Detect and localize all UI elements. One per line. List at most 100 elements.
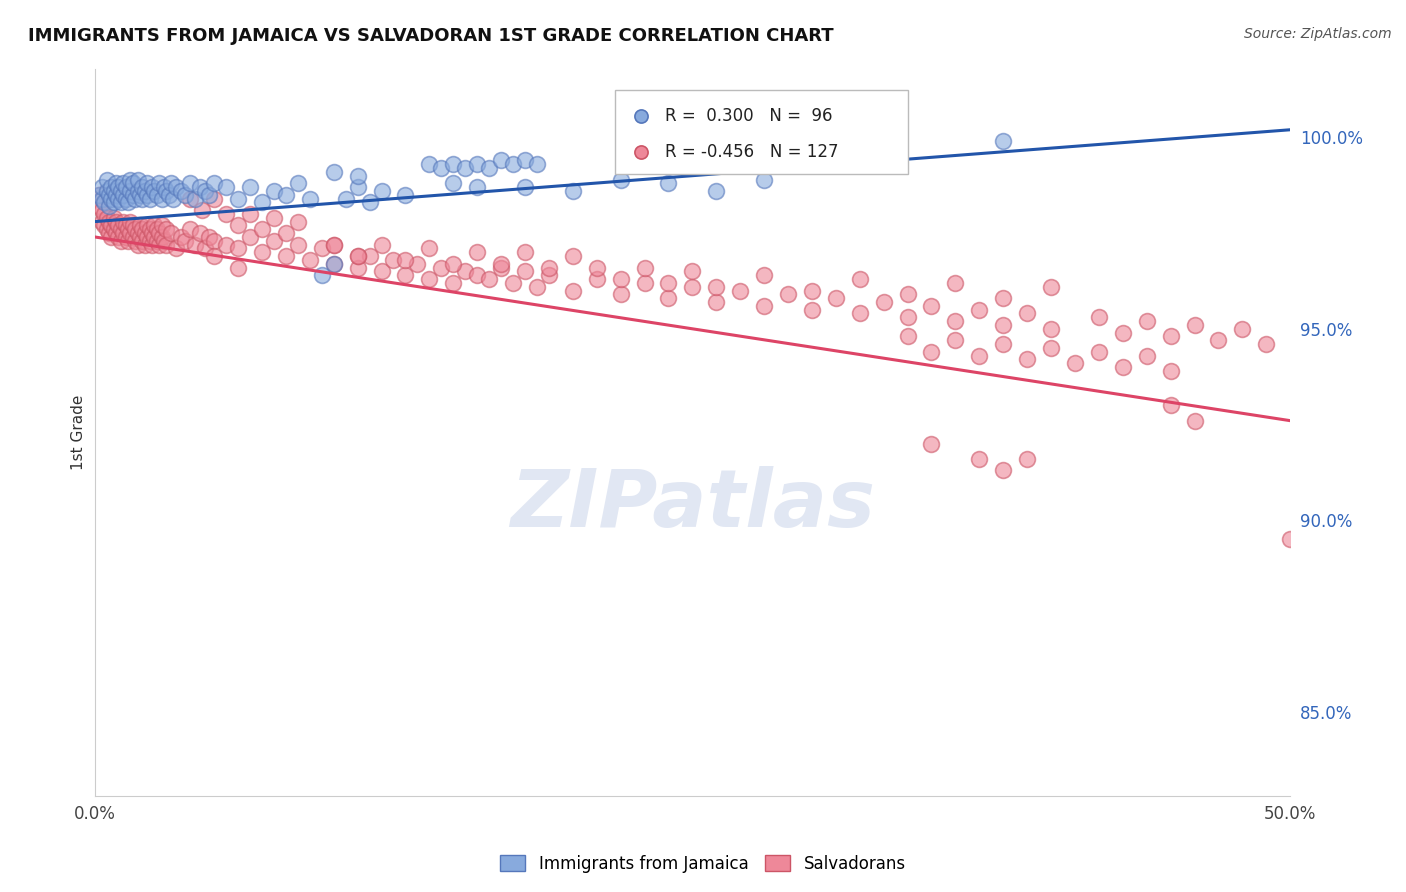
Point xyxy=(124,234,146,248)
Point xyxy=(191,203,214,218)
Point xyxy=(609,287,631,301)
Point xyxy=(89,187,111,202)
Point xyxy=(121,187,143,202)
Point xyxy=(153,234,176,248)
Point xyxy=(945,314,967,328)
Point xyxy=(465,268,488,283)
Point xyxy=(100,219,122,233)
Point xyxy=(120,214,142,228)
Point xyxy=(134,237,156,252)
Point xyxy=(322,257,344,271)
Point xyxy=(896,310,918,325)
Point xyxy=(148,226,170,240)
Point xyxy=(896,329,918,343)
Point xyxy=(120,172,142,186)
Point xyxy=(103,184,125,198)
Text: R = -0.456   N = 127: R = -0.456 N = 127 xyxy=(665,143,838,161)
Point xyxy=(127,237,149,252)
Point xyxy=(141,226,163,240)
Point xyxy=(346,249,368,263)
Point xyxy=(136,219,159,233)
Point xyxy=(274,226,297,240)
Point xyxy=(704,184,727,198)
Point xyxy=(681,279,703,293)
Point xyxy=(298,252,321,267)
Point xyxy=(370,264,392,278)
Point xyxy=(90,214,112,228)
Point xyxy=(169,184,191,198)
Point xyxy=(526,157,548,171)
Point xyxy=(1232,322,1254,336)
Point xyxy=(465,157,488,171)
Text: Source: ZipAtlas.com: Source: ZipAtlas.com xyxy=(1244,27,1392,41)
Point xyxy=(97,226,120,240)
Point xyxy=(97,214,120,228)
Point xyxy=(1040,322,1063,336)
Point xyxy=(114,230,136,244)
Point xyxy=(274,187,297,202)
Point xyxy=(239,207,262,221)
Point xyxy=(179,222,201,236)
Point xyxy=(100,192,122,206)
Point xyxy=(120,184,142,198)
Point xyxy=(1208,333,1230,347)
Point xyxy=(263,211,285,225)
Point xyxy=(93,195,115,210)
Point xyxy=(150,230,173,244)
Point xyxy=(872,295,894,310)
Point xyxy=(138,192,160,206)
Point xyxy=(110,195,132,210)
Point xyxy=(169,230,191,244)
Point xyxy=(335,192,357,206)
Point xyxy=(215,207,238,221)
Point xyxy=(513,264,536,278)
Point xyxy=(1175,571,1198,585)
Point xyxy=(1136,314,1159,328)
Point xyxy=(250,245,273,260)
Point xyxy=(93,219,115,233)
Point xyxy=(502,157,524,171)
Point xyxy=(96,211,118,225)
Point xyxy=(441,157,464,171)
Point xyxy=(704,279,727,293)
Point xyxy=(136,187,159,202)
Point xyxy=(441,276,464,290)
Point xyxy=(441,177,464,191)
Point xyxy=(478,272,501,286)
Point xyxy=(215,237,238,252)
Point xyxy=(478,161,501,175)
Legend: Immigrants from Jamaica, Salvadorans: Immigrants from Jamaica, Salvadorans xyxy=(494,848,912,880)
Point xyxy=(250,195,273,210)
Point xyxy=(969,349,991,363)
Point xyxy=(124,222,146,236)
Point xyxy=(150,192,173,206)
Point xyxy=(322,237,344,252)
Point xyxy=(96,184,118,198)
Point xyxy=(117,222,139,236)
Point xyxy=(1136,349,1159,363)
Point xyxy=(945,333,967,347)
Point xyxy=(993,463,1015,477)
Point xyxy=(174,187,197,202)
Point xyxy=(1160,329,1182,343)
Point xyxy=(138,222,160,236)
Point xyxy=(100,230,122,244)
Point xyxy=(1040,279,1063,293)
Point xyxy=(89,187,111,202)
Point xyxy=(993,134,1015,148)
Point xyxy=(131,192,153,206)
Point xyxy=(287,214,309,228)
Point xyxy=(993,318,1015,332)
Point xyxy=(110,184,132,198)
Point xyxy=(346,260,368,275)
Point xyxy=(441,257,464,271)
Point xyxy=(406,257,429,271)
Point xyxy=(226,260,249,275)
Point xyxy=(105,187,128,202)
Point xyxy=(112,214,135,228)
Point xyxy=(110,222,132,236)
Point xyxy=(465,180,488,194)
Point xyxy=(107,192,129,206)
Point xyxy=(131,180,153,194)
Point xyxy=(969,451,991,466)
